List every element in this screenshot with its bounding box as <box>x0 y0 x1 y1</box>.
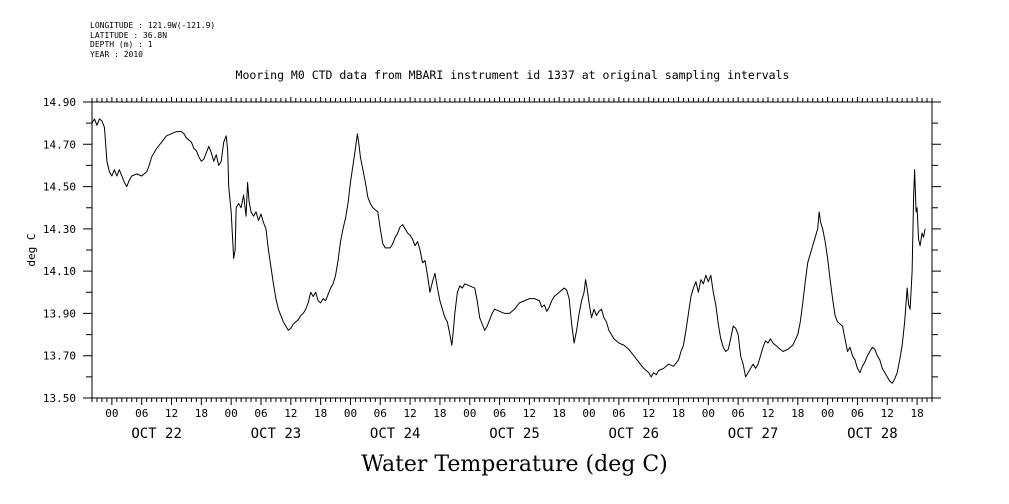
x-tick-label: 12 <box>523 407 536 420</box>
x-tick-label: 18 <box>195 407 208 420</box>
x-tick-label: 00 <box>702 407 715 420</box>
x-tick-label: 18 <box>910 407 923 420</box>
year-line: YEAR : 2010 <box>90 49 143 59</box>
x-tick-label: 12 <box>642 407 655 420</box>
latitude-line: LATITUDE : 36.8N <box>90 30 168 40</box>
depth-line: DEPTH (m) : 1 <box>90 40 153 49</box>
x-day-label: OCT 27 <box>728 426 779 442</box>
y-tick-label: 14.30 <box>43 223 76 236</box>
x-axis-title: Water Temperature (deg C) <box>361 452 668 477</box>
y-tick-label: 14.50 <box>43 181 76 194</box>
x-tick-label: 12 <box>761 407 774 420</box>
y-tick-label: 14.10 <box>43 265 76 278</box>
x-tick-label: 00 <box>582 407 595 420</box>
y-axis-title: deg C <box>25 233 38 266</box>
y-tick-label: 13.50 <box>43 392 76 405</box>
x-day-label: OCT 28 <box>847 426 898 442</box>
chart-title: Mooring M0 CTD data from MBARI instrumen… <box>235 68 790 82</box>
x-tick-label: 00 <box>105 407 118 420</box>
x-day-label: OCT 26 <box>608 426 659 442</box>
plot-frame <box>91 101 933 399</box>
x-tick-label: 18 <box>433 407 446 420</box>
x-tick-label: 06 <box>851 407 864 420</box>
x-tick-label: 00 <box>463 407 476 420</box>
x-day-label: OCT 22 <box>131 426 182 442</box>
x-tick-label: 00 <box>344 407 357 420</box>
x-tick-label: 12 <box>165 407 178 420</box>
x-tick-label: 06 <box>493 407 506 420</box>
x-day-label: OCT 23 <box>251 426 302 442</box>
x-tick-label: 18 <box>553 407 566 420</box>
x-tick-label: 00 <box>821 407 834 420</box>
x-tick-label: 00 <box>225 407 238 420</box>
x-tick-label: 18 <box>672 407 685 420</box>
x-tick-label: 12 <box>881 407 894 420</box>
x-tick-label: 06 <box>612 407 625 420</box>
x-tick-label: 12 <box>284 407 297 420</box>
y-tick-label: 14.70 <box>43 138 76 151</box>
metadata-block: LONGITUDE : 121.9W(-121.9) LATITUDE : 36… <box>90 21 215 59</box>
x-axis-title-wrap: Water Temperature (deg C) <box>0 452 1009 477</box>
y-axis-ticks <box>83 101 941 399</box>
longitude-line: LONGITUDE : 121.9W(-121.9) <box>90 21 216 30</box>
y-tick-label: 14.90 <box>43 96 76 109</box>
x-tick-label: 06 <box>254 407 267 420</box>
x-day-label: OCT 25 <box>489 426 540 442</box>
x-tick-label: 18 <box>791 407 804 420</box>
chart-title-wrap: Mooring M0 CTD data from MBARI instrumen… <box>0 68 1009 82</box>
x-tick-label: 18 <box>314 407 327 420</box>
x-tick-label: 06 <box>732 407 745 420</box>
x-tick-label: 06 <box>374 407 387 420</box>
x-day-label: OCT 24 <box>370 426 421 442</box>
y-tick-label: 13.90 <box>43 307 76 320</box>
x-tick-label: 12 <box>403 407 416 420</box>
y-tick-label: 13.70 <box>43 350 76 363</box>
x-tick-label: 06 <box>135 407 148 420</box>
x-axis-ticks <box>91 97 933 405</box>
temperature-series-line <box>91 118 926 384</box>
